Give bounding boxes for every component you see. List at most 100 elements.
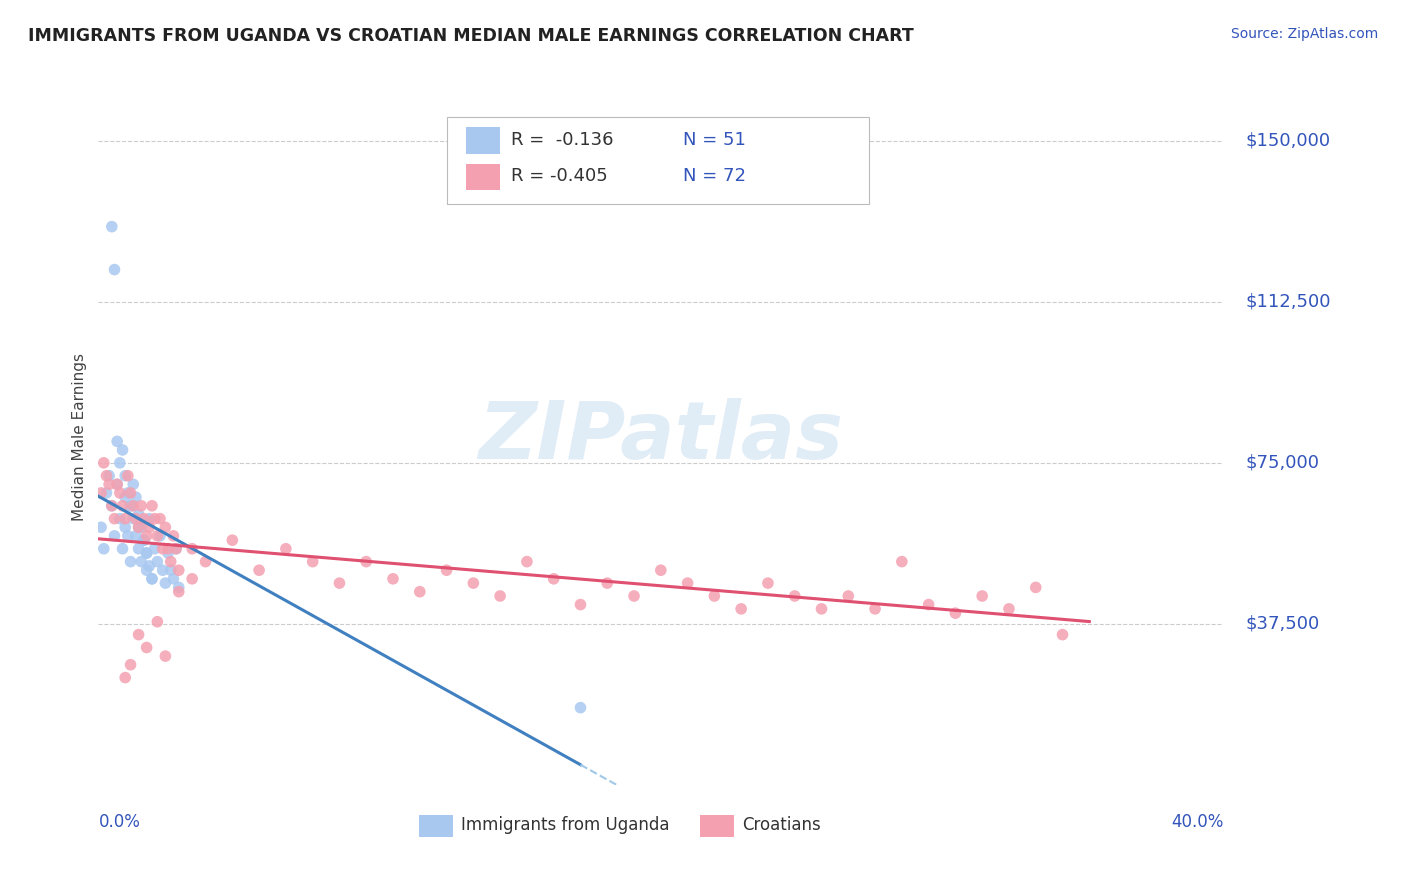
- Text: IMMIGRANTS FROM UGANDA VS CROATIAN MEDIAN MALE EARNINGS CORRELATION CHART: IMMIGRANTS FROM UGANDA VS CROATIAN MEDIA…: [28, 27, 914, 45]
- Point: [103, 262, 125, 277]
- Text: N = 72: N = 72: [683, 167, 747, 186]
- Point: [120, 555, 142, 569]
- FancyBboxPatch shape: [467, 163, 501, 190]
- Point: [783, 589, 806, 603]
- Point: [143, 541, 166, 556]
- Point: [128, 541, 150, 556]
- Point: [132, 533, 155, 548]
- Point: [730, 602, 752, 616]
- Point: [162, 529, 184, 543]
- Point: [917, 598, 939, 612]
- Point: [114, 671, 136, 685]
- Point: [105, 477, 128, 491]
- Point: [146, 529, 169, 543]
- Text: $75,000: $75,000: [1246, 454, 1320, 472]
- Point: [128, 520, 150, 534]
- Point: [122, 499, 145, 513]
- Point: [301, 555, 323, 569]
- Point: [167, 584, 190, 599]
- Point: [159, 563, 181, 577]
- Point: [135, 563, 157, 577]
- FancyBboxPatch shape: [467, 128, 501, 154]
- Point: [328, 576, 350, 591]
- Point: [135, 640, 157, 655]
- Point: [96, 486, 118, 500]
- Text: 40.0%: 40.0%: [1171, 813, 1223, 830]
- Point: [125, 529, 148, 543]
- Point: [157, 546, 180, 560]
- Point: [90, 486, 112, 500]
- Text: 0.0%: 0.0%: [98, 813, 141, 830]
- Point: [623, 589, 645, 603]
- Point: [129, 555, 152, 569]
- Point: [111, 541, 134, 556]
- Point: [146, 555, 169, 569]
- Point: [90, 520, 112, 534]
- Point: [165, 541, 187, 556]
- Text: R = -0.405: R = -0.405: [512, 167, 607, 186]
- Point: [157, 541, 180, 556]
- Point: [143, 511, 166, 525]
- Point: [111, 442, 134, 457]
- Point: [810, 602, 832, 616]
- Point: [162, 572, 184, 586]
- Point: [382, 572, 405, 586]
- Point: [155, 520, 177, 534]
- Point: [128, 508, 150, 522]
- FancyBboxPatch shape: [419, 815, 453, 837]
- Point: [101, 499, 124, 513]
- FancyBboxPatch shape: [700, 815, 734, 837]
- Point: [108, 511, 131, 525]
- Point: [98, 477, 121, 491]
- Point: [155, 576, 177, 591]
- Point: [463, 576, 485, 591]
- Point: [650, 563, 672, 577]
- Point: [138, 558, 160, 573]
- Point: [141, 572, 163, 586]
- Point: [135, 529, 157, 543]
- Point: [998, 602, 1021, 616]
- Text: ZIPatlas: ZIPatlas: [478, 398, 844, 476]
- Point: [135, 546, 157, 560]
- Point: [120, 499, 142, 513]
- Point: [247, 563, 270, 577]
- Text: $150,000: $150,000: [1246, 132, 1331, 150]
- Point: [120, 657, 142, 672]
- Point: [1052, 627, 1074, 641]
- Point: [138, 520, 160, 534]
- Point: [354, 555, 377, 569]
- Point: [703, 589, 725, 603]
- Point: [596, 576, 619, 591]
- Point: [837, 589, 859, 603]
- Text: $37,500: $37,500: [1246, 615, 1320, 633]
- Point: [152, 563, 174, 577]
- Point: [890, 555, 912, 569]
- Text: N = 51: N = 51: [683, 131, 747, 149]
- Point: [114, 490, 136, 504]
- Point: [135, 546, 157, 560]
- Point: [516, 555, 538, 569]
- Point: [105, 434, 128, 449]
- Point: [105, 477, 128, 491]
- Point: [409, 584, 432, 599]
- Point: [117, 468, 139, 483]
- Point: [152, 541, 174, 556]
- Point: [117, 486, 139, 500]
- Point: [108, 456, 131, 470]
- Text: $112,500: $112,500: [1246, 293, 1331, 310]
- Point: [167, 581, 190, 595]
- Point: [114, 520, 136, 534]
- Point: [128, 520, 150, 534]
- Point: [125, 490, 148, 504]
- Text: Source: ZipAtlas.com: Source: ZipAtlas.com: [1230, 27, 1378, 41]
- Point: [274, 541, 297, 556]
- Point: [1025, 581, 1047, 595]
- Point: [93, 456, 115, 470]
- Y-axis label: Median Male Earnings: Median Male Earnings: [72, 353, 87, 521]
- Point: [129, 499, 152, 513]
- Point: [120, 499, 142, 513]
- Point: [101, 219, 124, 234]
- Point: [141, 499, 163, 513]
- Point: [103, 529, 125, 543]
- Point: [194, 555, 217, 569]
